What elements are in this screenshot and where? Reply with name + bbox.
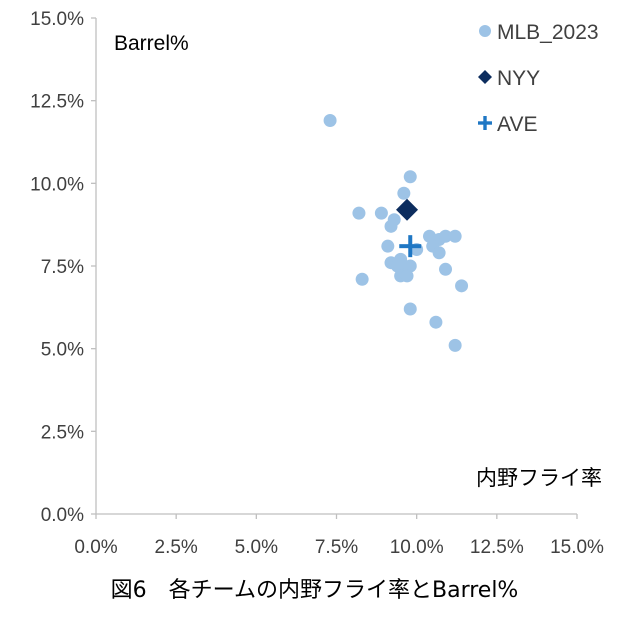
x-tick-label: 0.0% bbox=[74, 537, 117, 558]
data-point-mlb-2023 bbox=[374, 206, 388, 220]
x-tick-label: 10.0% bbox=[390, 537, 444, 558]
legend-label-ave: AVE bbox=[497, 113, 537, 136]
data-point-mlb-2023 bbox=[400, 269, 414, 283]
plus-bar-vertical bbox=[483, 116, 487, 130]
data-point-mlb-2023 bbox=[355, 272, 369, 286]
data-point-mlb-2023 bbox=[439, 229, 453, 243]
data-point-mlb-2023 bbox=[439, 262, 453, 276]
data-point-mlb-2023 bbox=[384, 219, 398, 233]
data-point-mlb-2023 bbox=[448, 229, 462, 243]
legend-label-mlb-2023: MLB_2023 bbox=[497, 21, 599, 44]
y-tick-label: 5.0% bbox=[41, 340, 84, 361]
data-point-nyy bbox=[396, 198, 419, 221]
data-point-mlb-2023 bbox=[397, 186, 411, 200]
chart-axes bbox=[95, 18, 577, 515]
x-axis-label: 内野フライ率 bbox=[476, 467, 602, 490]
scatter-chart: 0.0% 2.5% 5.0% 7.5% 10.0% 12.5% 15.0% 0.0% 2.5%… bbox=[30, 9, 604, 558]
x-axis-ticks: 0.0% 2.5% 5.0% 7.5% 10.0% 12.5% 15.0% bbox=[74, 514, 604, 558]
y-axis-label: Barrel% bbox=[114, 32, 189, 55]
data-point-mlb-2023 bbox=[323, 114, 337, 128]
legend-label-nyy: NYY bbox=[497, 67, 540, 90]
legend: MLB_2023 NYY AVE bbox=[478, 21, 599, 136]
legend-marker-nyy bbox=[478, 70, 492, 84]
y-tick-label: 12.5% bbox=[30, 92, 84, 113]
y-tick-label: 2.5% bbox=[41, 422, 84, 443]
data-point-mlb-2023 bbox=[448, 338, 462, 352]
x-tick-label: 15.0% bbox=[550, 537, 604, 558]
data-point-mlb-2023 bbox=[352, 206, 366, 220]
x-tick-label: 5.0% bbox=[235, 537, 278, 558]
x-tick-label: 12.5% bbox=[470, 537, 524, 558]
y-tick-label: 15.0% bbox=[30, 9, 84, 30]
y-axis-ticks: 0.0% 2.5% 5.0% 7.5% 10.0% 12.5% 15.0% bbox=[30, 9, 96, 526]
data-point-mlb-2023 bbox=[381, 239, 395, 253]
data-point-mlb-2023 bbox=[403, 302, 417, 316]
data-point-mlb-2023 bbox=[403, 259, 417, 273]
data-point-mlb-2023 bbox=[403, 170, 417, 184]
data-point-mlb-2023 bbox=[455, 279, 469, 293]
y-tick-label: 7.5% bbox=[41, 257, 84, 278]
data-point-mlb-2023 bbox=[432, 246, 446, 260]
y-tick-label: 10.0% bbox=[30, 174, 84, 195]
x-tick-label: 2.5% bbox=[155, 537, 198, 558]
data-point-ave bbox=[399, 235, 422, 258]
legend-marker-ave bbox=[478, 116, 492, 130]
data-points bbox=[323, 114, 469, 352]
legend-marker-mlb-2023 bbox=[479, 25, 491, 37]
plus-bar-vertical bbox=[408, 235, 413, 258]
y-tick-label: 0.0% bbox=[41, 505, 84, 526]
data-point-mlb-2023 bbox=[390, 259, 404, 273]
x-tick-label: 7.5% bbox=[315, 537, 358, 558]
data-point-mlb-2023 bbox=[429, 315, 443, 329]
figure-caption: 図6 各チームの内野フライ率とBarrel% bbox=[110, 578, 519, 603]
